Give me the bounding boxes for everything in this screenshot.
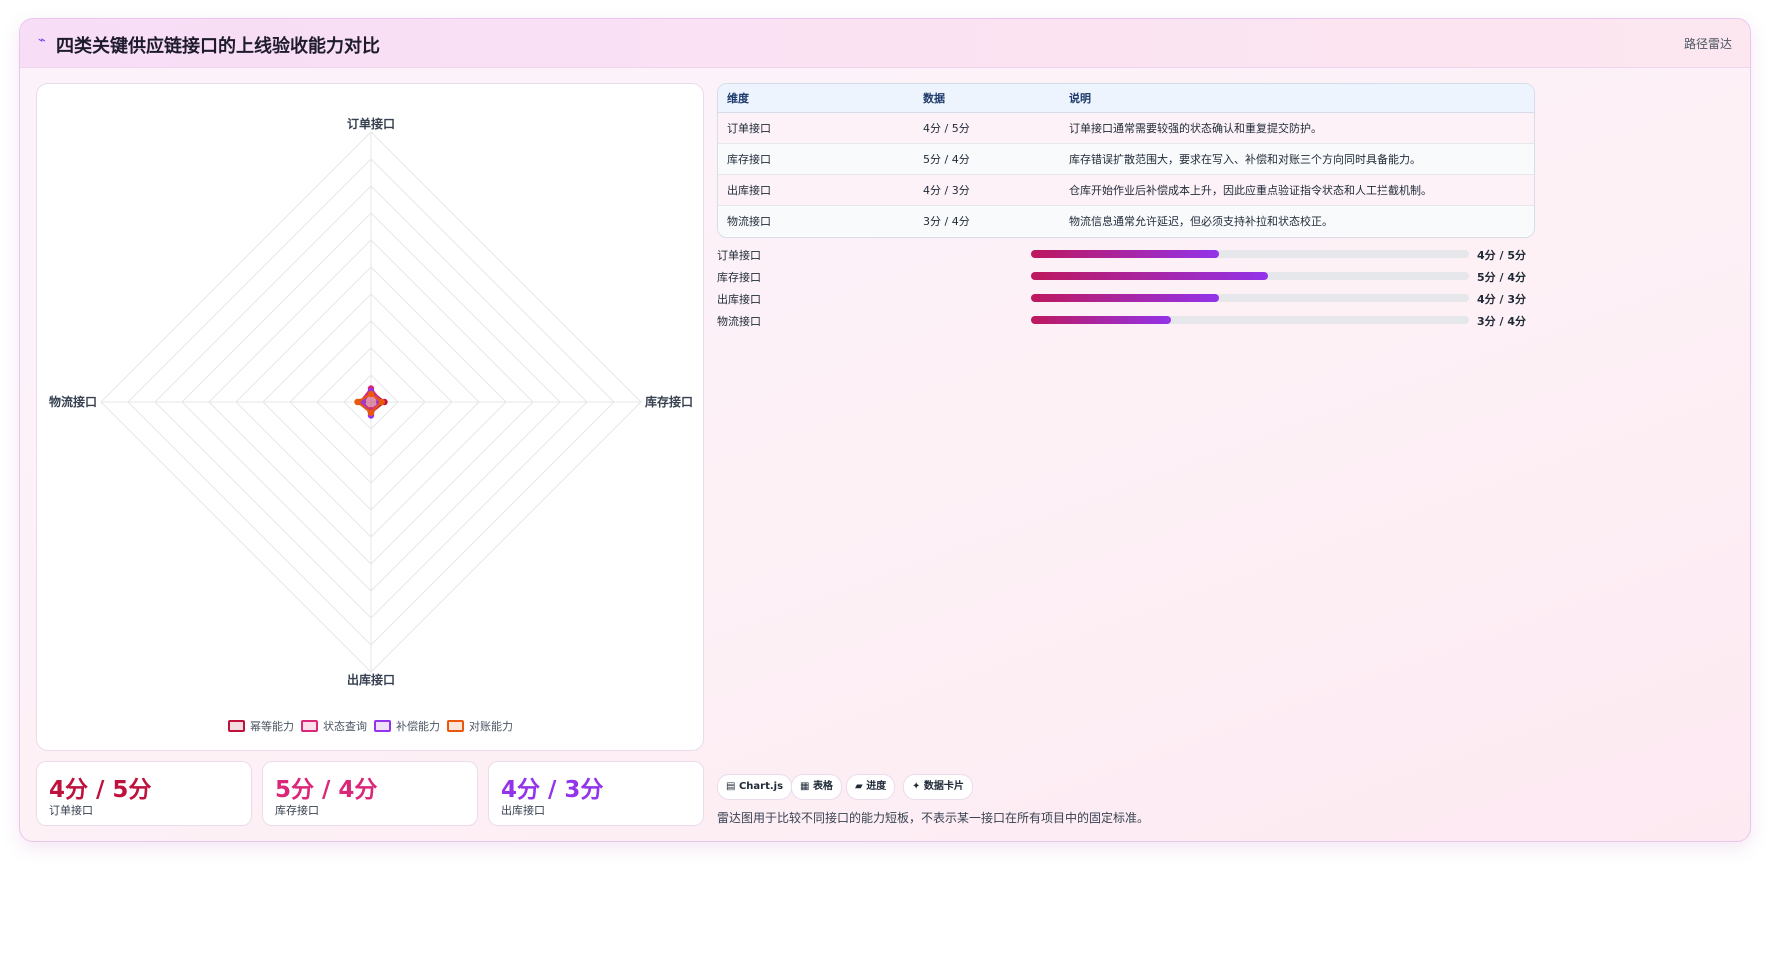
card-header: ⌁ 四类关键供应链接口的上线验收能力对比 路径雷达 bbox=[20, 19, 1750, 68]
table-cell: 5分 / 4分 bbox=[914, 143, 1060, 175]
chart-icon: ▤ bbox=[726, 781, 736, 792]
stat-value: 4分 / 3分 bbox=[501, 777, 604, 803]
legend-label: 补偿能力 bbox=[396, 719, 440, 733]
table-cell: 出库接口 bbox=[718, 174, 914, 206]
progress-fill bbox=[1031, 294, 1220, 302]
chip-label: Chart.js bbox=[738, 781, 784, 792]
progress-value: 4分 / 5分 bbox=[1477, 249, 1526, 262]
legend-label: 幂等能力 bbox=[250, 719, 294, 733]
chip-label: 进度 bbox=[866, 781, 887, 792]
column-header: 维度 bbox=[718, 84, 914, 113]
progress-row: 物流接口 3分 / 4分 bbox=[717, 311, 1533, 331]
stat-label: 库存接口 bbox=[275, 804, 319, 817]
radar-data-point bbox=[367, 409, 375, 416]
data-table: 维度 数据 说明 订单接口 4分 / 5分 订单接口通常需要较强的状态确认和重复… bbox=[718, 84, 1534, 236]
table-icon: ▦ bbox=[800, 781, 810, 792]
radar-data-point bbox=[354, 398, 361, 406]
progress-value: 3分 / 4分 bbox=[1477, 315, 1526, 328]
progress-fill bbox=[1031, 250, 1220, 258]
progress-fill bbox=[1031, 316, 1172, 324]
main-card: ⌁ 四类关键供应链接口的上线验收能力对比 路径雷达 订单接口 库存接口 出库接口 物流… bbox=[19, 18, 1751, 842]
legend-swatch bbox=[374, 720, 391, 732]
stat-card: 5分 / 4分 库存接口 bbox=[262, 761, 478, 826]
table-cell: 4分 / 5分 bbox=[914, 112, 1060, 144]
table-row: 库存接口 5分 / 4分 库存错误扩散范围大，要求在写入、补偿和对账三个方向同时… bbox=[718, 143, 1534, 175]
chip-data-card[interactable]: ✦ 数据卡片 bbox=[903, 774, 973, 800]
progress-track bbox=[1031, 294, 1469, 302]
chip-table[interactable]: ▦ 表格 bbox=[791, 774, 842, 800]
stat-label: 订单接口 bbox=[49, 804, 93, 817]
table-row: 订单接口 4分 / 5分 订单接口通常需要较强的状态确认和重复提交防护。 bbox=[718, 112, 1534, 144]
chip-label: 数据卡片 bbox=[923, 781, 964, 792]
table-cell: 订单接口 bbox=[718, 112, 914, 144]
data-table-container: 维度 数据 说明 订单接口 4分 / 5分 订单接口通常需要较强的状态确认和重复… bbox=[717, 83, 1535, 238]
progress-label: 物流接口 bbox=[717, 315, 761, 328]
page-title: 四类关键供应链接口的上线验收能力对比 bbox=[56, 36, 380, 57]
legend-label: 状态查询 bbox=[323, 719, 367, 733]
progress-track bbox=[1031, 272, 1469, 280]
chip-label: 表格 bbox=[812, 781, 833, 792]
radar-axis-label: 出库接口 bbox=[347, 672, 395, 687]
stat-cards: 4分 / 5分 订单接口 5分 / 4分 库存接口 4分 / 3分 出库接口 bbox=[36, 761, 706, 826]
column-header: 数据 bbox=[914, 84, 1060, 113]
radar-chart-panel: 订单接口库存接口出库接口 物流接口幂等能力 状态查询 补偿能力 对账能力 bbox=[36, 83, 704, 751]
chart-type-tag: 路径雷达 bbox=[1683, 37, 1732, 51]
wave-icon: ⌁ bbox=[38, 33, 46, 48]
progress-fill bbox=[1031, 272, 1268, 280]
progress-list: 订单接口 4分 / 5分 库存接口 5分 / 4分 出库接口 4分 / 3分 物… bbox=[717, 245, 1533, 345]
radar-axis-label: 物流接口 bbox=[49, 394, 97, 409]
table-cell: 库存错误扩散范围大，要求在写入、补偿和对账三个方向同时具备能力。 bbox=[1060, 143, 1534, 175]
progress-row: 订单接口 4分 / 5分 bbox=[717, 245, 1533, 265]
table-row: 出库接口 4分 / 3分 仓库开始作业后补偿成本上升，因此应重点验证指令状态和人… bbox=[718, 174, 1534, 206]
table-cell: 4分 / 3分 bbox=[914, 174, 1060, 206]
radar-axis-label: 订单接口 bbox=[347, 116, 395, 131]
column-header: 说明 bbox=[1060, 84, 1534, 113]
sparkle-icon: ✦ bbox=[912, 781, 921, 792]
progress-row: 出库接口 4分 / 3分 bbox=[717, 289, 1533, 309]
table-cell: 物流接口 bbox=[718, 205, 914, 236]
footnote: 雷达图用于比较不同接口的能力短板，不表示某一接口在所有项目中的固定标准。 bbox=[717, 811, 1150, 825]
progress-value: 4分 / 3分 bbox=[1477, 293, 1526, 306]
progress-value: 5分 / 4分 bbox=[1477, 271, 1526, 284]
progress-icon: ▰ bbox=[855, 781, 863, 792]
radar-data-point bbox=[378, 398, 385, 406]
progress-label: 订单接口 bbox=[717, 249, 761, 262]
progress-track bbox=[1031, 316, 1469, 324]
stat-card: 4分 / 5分 订单接口 bbox=[36, 761, 252, 826]
stat-value: 5分 / 4分 bbox=[275, 777, 378, 803]
table-cell: 订单接口通常需要较强的状态确认和重复提交防护。 bbox=[1060, 112, 1534, 144]
legend-swatch bbox=[301, 720, 318, 732]
progress-row: 库存接口 5分 / 4分 bbox=[717, 267, 1533, 287]
stat-card: 4分 / 3分 出库接口 bbox=[488, 761, 704, 826]
chip-progress[interactable]: ▰ 进度 bbox=[846, 774, 896, 800]
progress-track bbox=[1031, 250, 1469, 258]
legend-label: 对账能力 bbox=[469, 719, 513, 733]
progress-label: 出库接口 bbox=[717, 293, 761, 306]
table-cell: 仓库开始作业后补偿成本上升，因此应重点验证指令状态和人工拦截机制。 bbox=[1060, 174, 1534, 206]
table-row: 物流接口 3分 / 4分 物流信息通常允许延迟，但必须支持补拉和状态校正。 bbox=[718, 205, 1534, 236]
legend-swatch bbox=[228, 720, 245, 732]
radar-data-point bbox=[367, 390, 375, 398]
table-cell: 物流信息通常允许延迟，但必须支持补拉和状态校正。 bbox=[1060, 205, 1534, 236]
chip-chartjs[interactable]: ▤ Chart.js bbox=[717, 774, 793, 800]
progress-label: 库存接口 bbox=[717, 271, 761, 284]
radar-axis-label: 库存接口 bbox=[645, 394, 693, 409]
table-cell: 库存接口 bbox=[718, 143, 914, 175]
stat-label: 出库接口 bbox=[501, 804, 545, 817]
table-cell: 3分 / 4分 bbox=[914, 205, 1060, 236]
stat-value: 4分 / 5分 bbox=[49, 777, 152, 803]
table-header-row: 维度 数据 说明 bbox=[718, 84, 1534, 113]
legend-swatch bbox=[447, 720, 464, 732]
